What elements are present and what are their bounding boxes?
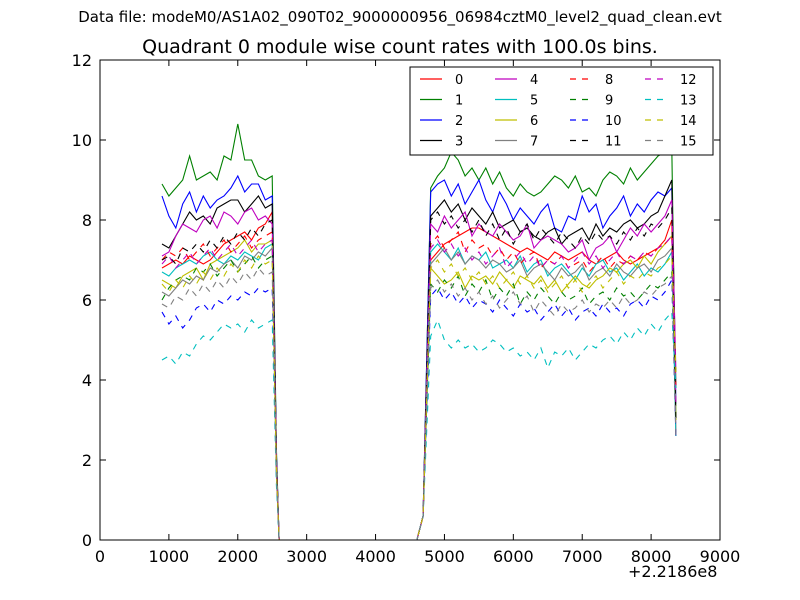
series-line-2 — [161, 174, 677, 541]
legend-label: 3 — [455, 135, 463, 150]
series-layer — [161, 123, 677, 541]
legend-label: 12 — [680, 73, 697, 88]
legend-label: 7 — [530, 135, 538, 150]
x-tick-label: 3000 — [286, 547, 327, 566]
series-line-7 — [161, 246, 677, 541]
legend-label: 11 — [605, 135, 622, 150]
x-tick-label: 0 — [95, 547, 105, 566]
legend-label: 4 — [530, 73, 538, 88]
y-tick-label: 6 — [82, 291, 92, 310]
series-line-13 — [161, 310, 677, 541]
y-tick-label: 10 — [72, 131, 92, 150]
x-tick-label: 6000 — [493, 547, 534, 566]
legend-label: 1 — [455, 94, 463, 109]
series-line-1 — [161, 123, 677, 541]
legend-label: 2 — [455, 114, 463, 129]
legend-label: 9 — [605, 94, 613, 109]
series-line-12 — [161, 234, 677, 541]
tick-layer: 0 1000 2000 3000 4000 5000 6000 7000 8000 9000 0 2 4… — [72, 51, 741, 566]
series-line-3 — [161, 179, 677, 541]
series-line-8 — [161, 230, 677, 541]
legend-label: 14 — [680, 114, 697, 129]
legend-label: 8 — [605, 73, 613, 88]
series-line-11 — [161, 206, 677, 541]
series-line-15 — [161, 267, 677, 541]
x-tick-label: 2000 — [217, 547, 258, 566]
y-tick-label: 4 — [82, 371, 92, 390]
x-tick-label: 7000 — [562, 547, 603, 566]
x-tick-label: 1000 — [149, 547, 190, 566]
y-tick-label: 2 — [82, 451, 92, 470]
x-tick-label: 8000 — [631, 547, 672, 566]
x-offset-label: +2.2186e8 — [628, 562, 718, 581]
legend-label: 15 — [680, 135, 697, 150]
legend-label: 10 — [605, 114, 622, 129]
legend-label: 5 — [530, 94, 538, 109]
series-line-10 — [161, 278, 677, 541]
x-tick-label: 9000 — [700, 547, 741, 566]
series-line-0 — [161, 209, 677, 541]
y-tick-label: 0 — [82, 531, 92, 550]
legend-label: 0 — [455, 73, 463, 88]
chart-title: Quadrant 0 module wise count rates with … — [142, 36, 658, 58]
y-tick-label: 8 — [82, 211, 92, 230]
y-tick-label: 12 — [72, 51, 92, 70]
x-tick-label: 5000 — [424, 547, 465, 566]
legend-label: 6 — [530, 114, 538, 129]
suptitle: Data file: modeM0/AS1A02_090T02_90000009… — [78, 8, 722, 26]
legend-label: 13 — [680, 94, 697, 109]
x-tick-label: 4000 — [355, 547, 396, 566]
